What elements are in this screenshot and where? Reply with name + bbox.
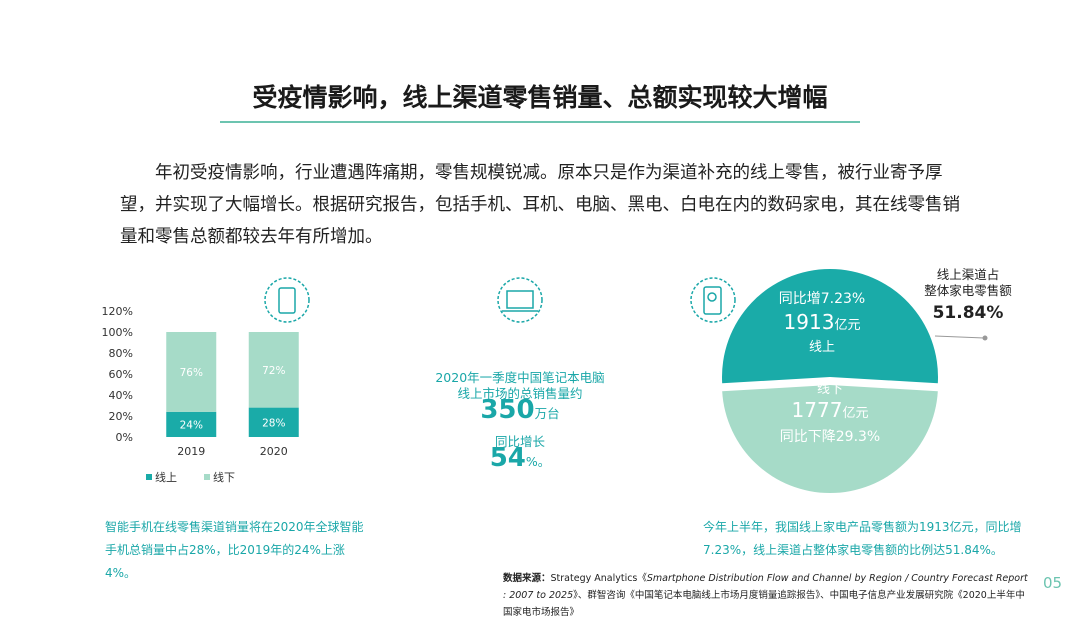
source-text: Strategy Analytics《: [550, 573, 647, 584]
y-tick-label: 120%: [102, 305, 133, 318]
appliance-dial: [707, 292, 717, 302]
callout-dot: [982, 335, 988, 341]
x-tick-label: 2020: [260, 445, 288, 458]
stats-value: 350: [480, 395, 535, 425]
slide: {"header":{"title":"受疫情影响，线上渠道零售销量、总额实现较…: [101, 83, 1063, 618]
slice-value: 1777亿元: [792, 398, 869, 422]
page-number: 05: [1043, 574, 1063, 592]
legend-label: 线上: [155, 470, 177, 484]
callout-text: 整体家电零售额: [924, 283, 1012, 298]
slice-value: 1913亿元: [784, 310, 861, 334]
slice-note: 同比下降29.3%: [780, 429, 880, 445]
slice-note: 同比增7.23%: [779, 291, 865, 307]
icon-ring: [690, 277, 736, 323]
icons: [264, 277, 736, 323]
pie-slice: [722, 268, 938, 384]
bar-segment: [248, 407, 299, 437]
bar-segment: [166, 411, 217, 437]
y-tick-label: 20%: [109, 410, 133, 423]
pie-chart: 同比增7.23%线上1913亿元同比下降29.3%线下1777亿元线上渠道占整体…: [722, 267, 1012, 493]
phone-icon: [278, 287, 296, 314]
value-label: 76%: [180, 367, 203, 379]
stats-caption: 2020年一季度中国笔记本电脑线上市场的总销售量约: [435, 370, 605, 401]
icon-ring: [497, 277, 543, 323]
source-label: 数据来源：: [503, 573, 551, 584]
value-label: 28%: [262, 417, 285, 429]
y-tick-label: 60%: [109, 368, 133, 381]
laptop-icon: [506, 290, 534, 309]
x-tick-label: 2019: [177, 445, 205, 458]
growth-unit: %。: [525, 454, 551, 469]
slice-unit: 亿元: [834, 318, 860, 333]
source-text: Smartphone Distribution Flow and Channel…: [503, 573, 1028, 601]
y-tick-label: 40%: [109, 389, 133, 402]
source: 数据来源：Strategy Analytics《Smartphone Distr…: [503, 570, 1033, 621]
legend-label: 线下: [213, 470, 235, 484]
y-tick-label: 100%: [102, 326, 133, 339]
pie-slice: [722, 385, 938, 493]
source-text: 》、群智咨询《中国笔记本电脑线上市场月度销量追踪报告》、中国电子信息产业发展研究…: [503, 590, 1025, 618]
slice-name: 线上: [809, 340, 835, 355]
title: 受疫情影响，线上渠道零售销量、总额实现较大增幅: [252, 83, 828, 112]
slice-unit: 亿元: [842, 406, 868, 421]
icon-ring: [264, 277, 310, 323]
slice-value-number: 1913: [784, 310, 835, 334]
value-label: 72%: [262, 365, 285, 377]
growth-caption: 同比增长: [494, 434, 545, 449]
title-rule: [220, 121, 860, 123]
slice-name: 线下: [817, 382, 843, 397]
body-text: 年初受疫情影响，行业遭遇阵痛期，零售规模锐减。原本只是作为渠道补充的线上零售，被…: [120, 163, 960, 247]
legend-swatch: [204, 474, 210, 480]
stats-panel: 2020年一季度中国笔记本电脑线上市场的总销售量约 350万台 同比增长 54%…: [430, 370, 610, 473]
legend-swatch: [146, 474, 152, 480]
callout-line: [934, 335, 985, 339]
bar-chart: 0% 20% 40% 60% 80% 100% 120% 2019 24% 76% 2020 28% 7…: [102, 305, 299, 484]
slice-value-number: 1777: [792, 398, 843, 422]
y-tick-label: 0%: [116, 431, 133, 444]
callout-text: 线上渠道占: [937, 267, 1000, 282]
y-tick-label: 80%: [109, 347, 133, 360]
note: 智能手机在线零售渠道销量将在2020年全球智能手机总销量中占28%，比2019年…: [105, 520, 364, 580]
bar-segment: [166, 332, 217, 412]
charts: 0% 20% 40% 60% 80% 100% 120% 2019 24% 76% 2020 28% 7…: [102, 267, 1012, 493]
callout-value: 51.84%: [933, 303, 1004, 323]
stats-unit: 万台: [534, 406, 560, 421]
note: 今年上半年，我国线上家电产品零售额为1913亿元，同比增7.23%，线上渠道占整…: [703, 520, 1022, 557]
growth-value: 54: [489, 443, 526, 473]
bar-segment: [248, 332, 299, 408]
appliance-icon: [703, 286, 722, 315]
value-label: 24%: [180, 419, 203, 431]
